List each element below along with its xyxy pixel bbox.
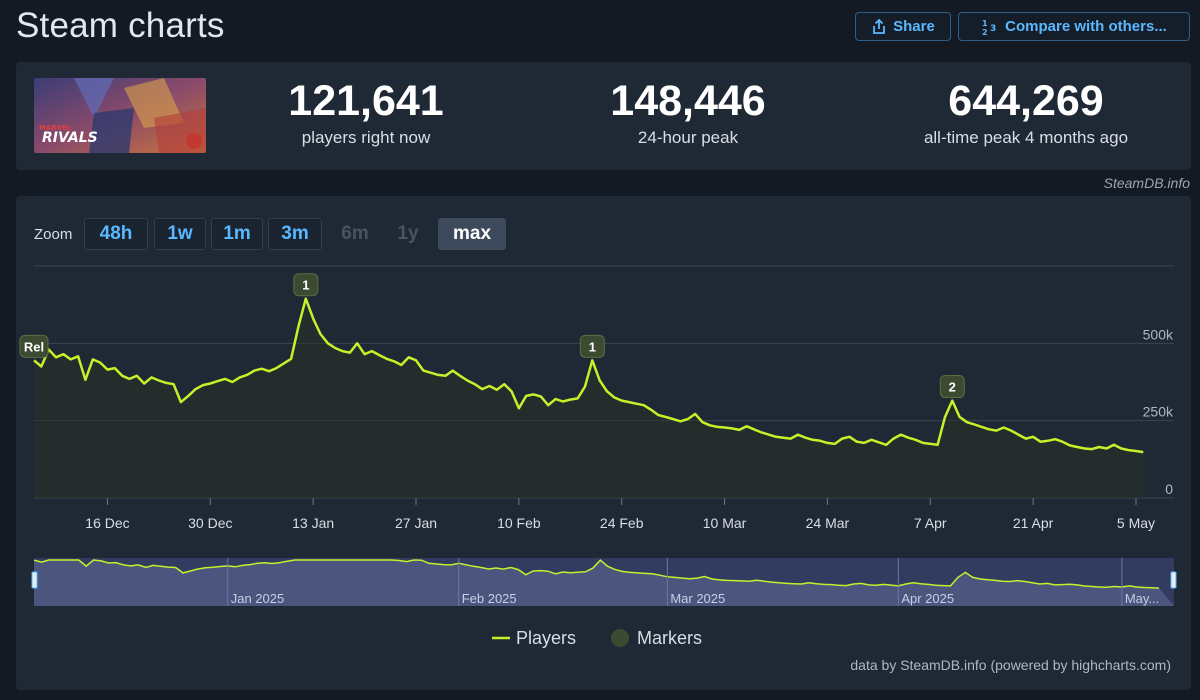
- marker-flag[interactable]: 1: [293, 273, 319, 297]
- x-tick-label: 13 Jan: [292, 515, 334, 531]
- y-tick-label: 500k: [1143, 326, 1174, 342]
- x-tick-label: 27 Jan: [395, 515, 437, 531]
- marker-flag[interactable]: Rel: [19, 334, 49, 358]
- marker-flag[interactable]: 2: [939, 375, 965, 399]
- x-tick-label: 7 Apr: [914, 515, 947, 531]
- compare-icon: 1 2 3: [982, 19, 996, 36]
- stat-current-players: 121,641 players right now: [266, 76, 466, 148]
- stat-24h-peak: 148,446 24-hour peak: [588, 76, 788, 148]
- thumbnail-brand-text: MARVEL: [39, 124, 72, 132]
- highcharts-credit[interactable]: data by SteamDB.info (powered by highcha…: [850, 657, 1171, 673]
- zoom-button-1m[interactable]: 1m: [211, 218, 263, 250]
- navigator-area: [34, 560, 1174, 606]
- navigator-label: Mar 2025: [670, 591, 725, 606]
- zoom-button-1y: 1y: [397, 223, 419, 244]
- zoom-button-48h[interactable]: 48h: [84, 218, 148, 250]
- stats-panel: MARVEL RIVALS 121,641 players right now …: [16, 62, 1191, 170]
- marker-flag-label: 2: [949, 380, 956, 395]
- marker-flag-box: [19, 334, 49, 358]
- current-players-value: 121,641: [288, 77, 444, 125]
- share-button[interactable]: Share: [855, 12, 951, 41]
- page-title: Steam charts: [16, 6, 225, 45]
- y-tick-label: 0: [1165, 481, 1173, 497]
- legend-players-label[interactable]: Players: [516, 628, 576, 648]
- chart-panel: Zoom 48h 1w 1m 3m 6m 1y max 0 250k 500k 16 Dec 30 …: [16, 196, 1191, 690]
- legend-markers-swatch: [611, 629, 629, 647]
- y-tick-label: 250k: [1143, 404, 1174, 420]
- alltime-peak-value: 644,269: [948, 77, 1104, 125]
- compare-button[interactable]: 1 2 3 Compare with others...: [958, 12, 1190, 41]
- navigator-label: Feb 2025: [462, 591, 517, 606]
- navigator-line: [33, 559, 1160, 589]
- marker-flag-label: Rel: [24, 339, 44, 354]
- share-icon: [873, 18, 886, 34]
- players-line[interactable]: [33, 297, 1144, 454]
- x-tick-label: 30 Dec: [188, 515, 232, 531]
- navigator-handle-left[interactable]: [31, 571, 38, 589]
- alltime-peak-label: all-time peak 4 months ago: [923, 128, 1129, 147]
- x-tick-label: 10 Mar: [703, 515, 747, 531]
- marker-flag-box: [579, 334, 605, 358]
- zoom-button-3m[interactable]: 3m: [268, 218, 322, 250]
- game-thumbnail-art: MARVEL RIVALS: [34, 78, 206, 153]
- x-tick-label: 21 Apr: [1013, 515, 1054, 531]
- navigator-label: Apr 2025: [901, 591, 954, 606]
- share-button-label: Share: [893, 18, 935, 35]
- x-tick-label: 10 Feb: [497, 515, 541, 531]
- zoom-button-max[interactable]: max: [438, 218, 506, 250]
- marker-flag-label: 1: [589, 339, 596, 354]
- players-area: [34, 298, 1144, 498]
- zoom-label: Zoom: [34, 226, 73, 243]
- navigator-label: Jan 2025: [231, 591, 285, 606]
- stat-alltime-peak: 644,269 all-time peak 4 months ago: [876, 76, 1176, 148]
- legend-markers-label[interactable]: Markers: [637, 628, 702, 648]
- svg-text:1: 1: [982, 19, 988, 28]
- marker-flag-box: [939, 375, 965, 399]
- peak-24h-value: 148,446: [610, 77, 766, 125]
- marker-flag[interactable]: 1: [579, 334, 605, 358]
- zoom-button-6m: 6m: [341, 223, 369, 244]
- navigator-label: May...: [1125, 591, 1159, 606]
- thumbnail-title-text: RIVALS: [42, 130, 98, 146]
- x-tick-label: 24 Feb: [600, 515, 644, 531]
- player-chart[interactable]: 0 250k 500k 16 Dec 30 Dec 13 Jan 27 Jan 10 Feb 2…: [16, 196, 1191, 690]
- marker-flag-box: [293, 273, 319, 297]
- zoom-button-1w[interactable]: 1w: [154, 218, 206, 250]
- compare-button-label: Compare with others...: [1005, 18, 1167, 35]
- x-tick-label: 5 May: [1117, 515, 1155, 531]
- marker-flag-label: 1: [302, 278, 309, 293]
- current-players-label: players right now: [301, 128, 431, 147]
- x-tick-label: 16 Dec: [85, 515, 129, 531]
- svg-text:3: 3: [990, 24, 996, 34]
- legend: Players Markers: [492, 628, 702, 648]
- peak-24h-label: 24-hour peak: [637, 128, 739, 147]
- navigator-handle-right[interactable]: [1170, 571, 1177, 589]
- x-tick-label: 24 Mar: [806, 515, 850, 531]
- game-thumbnail[interactable]: MARVEL RIVALS: [34, 78, 206, 153]
- steamdb-credit[interactable]: SteamDB.info: [1103, 175, 1190, 191]
- svg-text:2: 2: [982, 28, 988, 36]
